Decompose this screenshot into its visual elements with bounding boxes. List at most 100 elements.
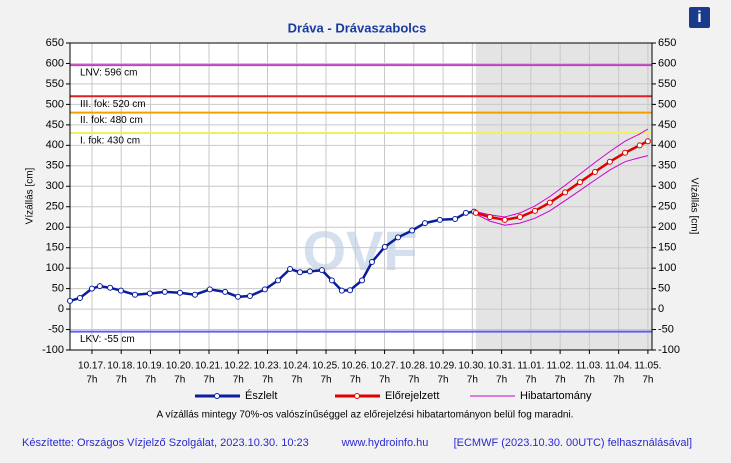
x-tick-sublabel: 7h (86, 375, 97, 386)
y-tick-label: 400 (46, 139, 64, 151)
x-tick-label: 10.31. (488, 361, 516, 372)
info-icon[interactable]: i (697, 9, 701, 26)
data-point (562, 189, 569, 196)
data-point (246, 292, 253, 299)
x-tick-label: 10.18. (107, 361, 135, 372)
plot-frame (69, 42, 653, 351)
y-tick-label: 100 (46, 262, 64, 274)
reference-label: III. fok: 520 cm (80, 99, 146, 110)
x-tick-label: 10.23. (254, 361, 282, 372)
data-point (96, 283, 103, 290)
data-point (287, 265, 294, 272)
footer-left: Készítette: Országos Vízjelző Szolgálat,… (22, 437, 309, 449)
x-tick-label: 10.21. (195, 361, 223, 372)
info-button[interactable] (689, 7, 710, 28)
y-tick-label: 450 (46, 119, 64, 131)
y2-tick-label: 100 (658, 262, 676, 274)
data-point (338, 287, 345, 294)
y2-axis-title: Vízállás [cm] (688, 178, 699, 235)
x-tick-label: 10.19. (137, 361, 165, 372)
data-point (131, 291, 138, 298)
x-tick-sublabel: 7h (642, 375, 653, 386)
reference-label: LNV: 596 cm (80, 68, 137, 79)
data-point (88, 285, 95, 292)
footer-center[interactable]: www.hydroinfo.hu (341, 437, 429, 449)
chart-title: Dráva - Drávaszabolcs (288, 20, 427, 35)
y2-tick-label: 400 (658, 139, 676, 151)
data-point (328, 277, 335, 284)
y2-tick-label: 600 (658, 57, 676, 69)
y2-tick-label: -50 (658, 323, 674, 335)
x-tick-sublabel: 7h (584, 375, 595, 386)
data-point (261, 286, 268, 293)
watermark: OVF (302, 219, 417, 282)
x-tick-sublabel: 7h (438, 375, 449, 386)
data-point (76, 295, 83, 302)
data-point (107, 284, 114, 291)
x-tick-label: 10.28. (400, 361, 428, 372)
x-tick-label: 11.03. (576, 361, 603, 372)
x-tick-sublabel: 7h (555, 375, 566, 386)
y-tick-label: -50 (48, 323, 64, 335)
x-tick-label: 10.20. (166, 361, 194, 372)
y2-tick-label: 350 (658, 160, 676, 172)
data-point (486, 213, 493, 220)
x-tick-label: 10.17. (78, 361, 106, 372)
data-point (347, 287, 354, 294)
data-point (644, 138, 651, 145)
data-point (472, 209, 479, 216)
data-point (117, 287, 124, 294)
y-axis-title: Vízállás [cm] (25, 167, 36, 224)
x-tick-label: 10.30. (458, 361, 486, 372)
y2-tick-label: 650 (658, 37, 676, 49)
data-point (222, 288, 229, 295)
data-point (462, 209, 469, 216)
y2-tick-label: 250 (658, 201, 676, 213)
y-tick-label: 650 (46, 37, 64, 49)
forecast-region (475, 43, 652, 350)
data-point (591, 168, 598, 175)
data-point (395, 234, 402, 241)
error-band-lower (475, 155, 649, 226)
x-tick-label: 11.02. (547, 361, 574, 372)
footer-right: [ECMWF (2023.10.30. 00UTC) felhasználásá… (454, 437, 692, 449)
y2-tick-label: 50 (658, 283, 670, 295)
data-point (381, 243, 388, 250)
y2-tick-label: -100 (658, 344, 680, 356)
data-point (234, 293, 241, 300)
y-tick-label: 150 (46, 242, 64, 254)
x-tick-sublabel: 7h (174, 375, 185, 386)
y2-tick-label: 200 (658, 221, 676, 233)
reference-label: I. fok: 430 cm (80, 136, 140, 147)
data-point (359, 277, 366, 284)
y-tick-label: 500 (46, 98, 64, 110)
legend-marker (214, 393, 220, 399)
x-tick-label: 10.22. (224, 361, 252, 372)
x-tick-sublabel: 7h (145, 375, 156, 386)
data-point (368, 258, 375, 265)
x-tick-label: 11.05. (634, 361, 661, 372)
x-tick-sublabel: 7h (116, 375, 127, 386)
y-tick-label: 200 (46, 221, 64, 233)
y-tick-label: 250 (46, 201, 64, 213)
x-tick-label: 10.25. (312, 361, 340, 372)
x-tick-sublabel: 7h (467, 375, 478, 386)
data-point (577, 179, 584, 186)
reference-label: II. fok: 480 cm (80, 115, 143, 126)
x-tick-label: 10.29. (429, 361, 457, 372)
data-point (452, 216, 459, 223)
y-tick-label: 600 (46, 57, 64, 69)
y-tick-label: 550 (46, 78, 64, 90)
legend-label: Hibatartomány (520, 390, 592, 402)
y2-tick-label: 500 (658, 98, 676, 110)
data-point (161, 288, 168, 295)
data-point (146, 290, 153, 297)
y2-tick-label: 450 (658, 119, 676, 131)
x-tick-sublabel: 7h (613, 375, 624, 386)
x-tick-sublabel: 7h (379, 375, 390, 386)
data-point (421, 220, 428, 227)
x-tick-sublabel: 7h (203, 375, 214, 386)
data-point (436, 216, 443, 223)
note: A vízállás mintegy 70%-os valószínűségge… (157, 410, 574, 421)
y2-tick-label: 0 (658, 303, 664, 315)
